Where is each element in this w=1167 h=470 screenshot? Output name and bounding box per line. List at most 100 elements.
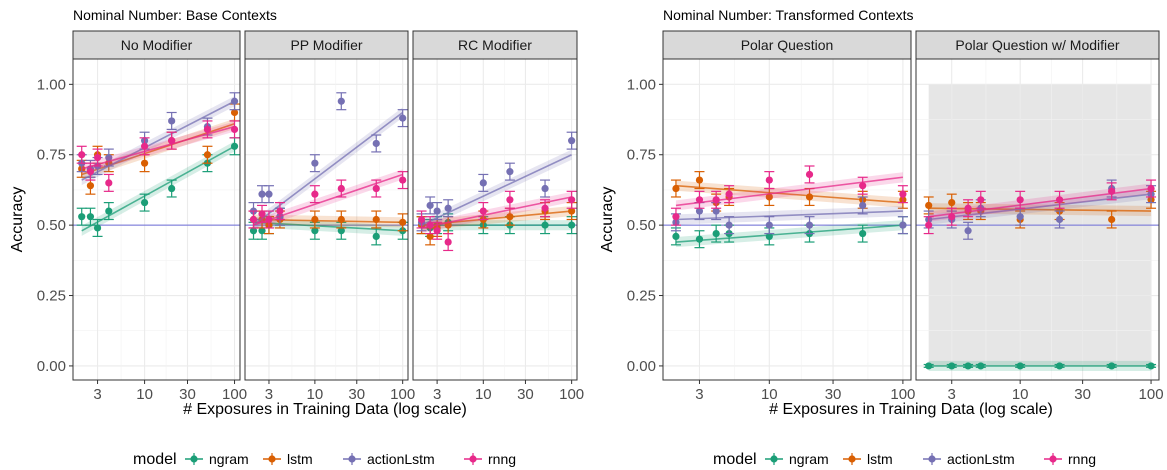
facet-strip [72,30,241,60]
legend-key-point [268,455,276,463]
series-layer [76,92,240,237]
facet-strip [244,30,409,60]
data-point-ngram [541,221,549,229]
data-point-actionLstm [265,190,273,198]
fit-line-rnng [421,196,572,229]
data-point-lstm [506,213,514,221]
panel-border [662,58,912,381]
y-tick-label: 1.00 [37,76,66,93]
data-point-actionLstm [311,159,319,167]
x-tick-label: 3 [265,386,273,403]
fit-line-actionLstm [81,100,235,181]
x-tick-label: 30 [179,386,196,403]
data-point-actionLstm [506,168,514,176]
data-point-rnng [1055,196,1064,204]
y-tick-label: 0.50 [627,217,656,234]
legend-label: rnng [488,451,516,467]
data-point-actionLstm [725,221,733,229]
data-point-actionLstm [695,207,704,215]
legend-key-point [190,455,198,463]
legend-item-lstm: lstm [843,451,893,467]
facet-panel: Polar Question w/ Modifier 3 10 30 100 [915,30,1164,403]
legend-label: actionLstm [367,451,435,467]
data-point-ngram [86,213,95,221]
legend-label: ngram [209,451,249,467]
data-point-ngram [249,227,258,235]
data-point-actionLstm [337,97,345,105]
fit-line-ngram [253,221,403,232]
data-point-rnng [541,204,549,212]
x-tick-label: 30 [517,386,534,403]
series-layer [416,131,577,252]
series-layer [248,92,408,246]
data-point-lstm [765,193,773,201]
x-tick-label: 3 [695,386,703,403]
data-point-rnng [568,196,576,204]
data-point-ngram [765,232,773,240]
facet-strip-label: No Modifier [121,37,193,53]
data-point-ngram [372,232,380,240]
fit-line-ngram [675,224,903,243]
x-tick-label: 3 [433,386,441,403]
fit-line-actionLstm [675,210,903,221]
chart-group-1: Nominal Number: Transformed ContextsPola… [599,7,1164,468]
legend-title: model [133,451,177,468]
legend: model ngram lstm actionLstm rnng [713,451,1096,468]
data-point-rnng [506,196,514,204]
y-tick-label: 0.25 [37,288,66,305]
legend-title: model [713,451,757,468]
data-point-ngram [78,213,86,221]
legend-item-actionLstm: actionLstm [923,451,1015,467]
data-point-lstm [203,151,212,159]
x-tick-label: 100 [390,386,415,403]
legend-label: rnng [1068,451,1096,467]
data-point-ngram [948,362,956,370]
data-point-ngram [568,221,576,229]
series-layer [923,179,1157,371]
data-point-rnng [444,238,452,246]
data-point-lstm [568,207,576,215]
x-tick-label: 3 [948,386,956,403]
y-axis-title: Accuracy [9,187,26,253]
fit-line-actionLstm [253,111,404,226]
facet-panel: Polar Question 3 10 30 100 [662,30,915,403]
data-point-lstm [140,159,149,167]
facet-strip-label: PP Modifier [290,37,362,53]
fit-line-actionLstm [421,154,572,226]
data-point-rnng [1147,184,1155,193]
data-point-actionLstm [1055,215,1064,224]
data-point-lstm [1108,215,1116,224]
data-point-rnng [337,184,345,193]
x-tick-label: 10 [307,386,324,403]
data-point-ngram [337,227,345,235]
panel-border [72,58,241,381]
facet-strip-label: Polar Question [741,37,834,53]
data-point-rnng [433,227,441,235]
data-point-rnng [479,207,487,215]
data-point-actionLstm [444,204,452,212]
x-tick-label: 100 [1139,386,1164,403]
y-tick-label: 0.50 [37,217,66,234]
data-point-actionLstm [168,117,176,125]
data-point-rnng [140,142,149,150]
y-tick-label: 0.00 [627,358,656,375]
x-tick-label: 3 [93,386,101,403]
x-tick-label: 100 [559,386,584,403]
data-point-actionLstm [1016,213,1024,221]
x-tick-label: 10 [136,386,153,403]
data-point-ngram [1108,362,1116,370]
data-point-actionLstm [426,201,434,210]
data-point-actionLstm [805,221,814,229]
data-point-rnng [230,125,239,133]
data-point-rnng [168,137,176,145]
legend-key-point [770,455,778,463]
data-point-rnng [258,210,266,218]
y-tick-label: 0.25 [627,288,656,305]
x-axis-title: # Exposures in Training Data (log scale) [769,401,1053,418]
data-point-ngram [695,235,704,243]
data-point-lstm [672,184,680,193]
x-tick-label: 30 [1074,386,1091,403]
data-point-rnng [725,190,733,198]
data-point-actionLstm [433,207,441,215]
data-point-ngram [93,224,102,232]
